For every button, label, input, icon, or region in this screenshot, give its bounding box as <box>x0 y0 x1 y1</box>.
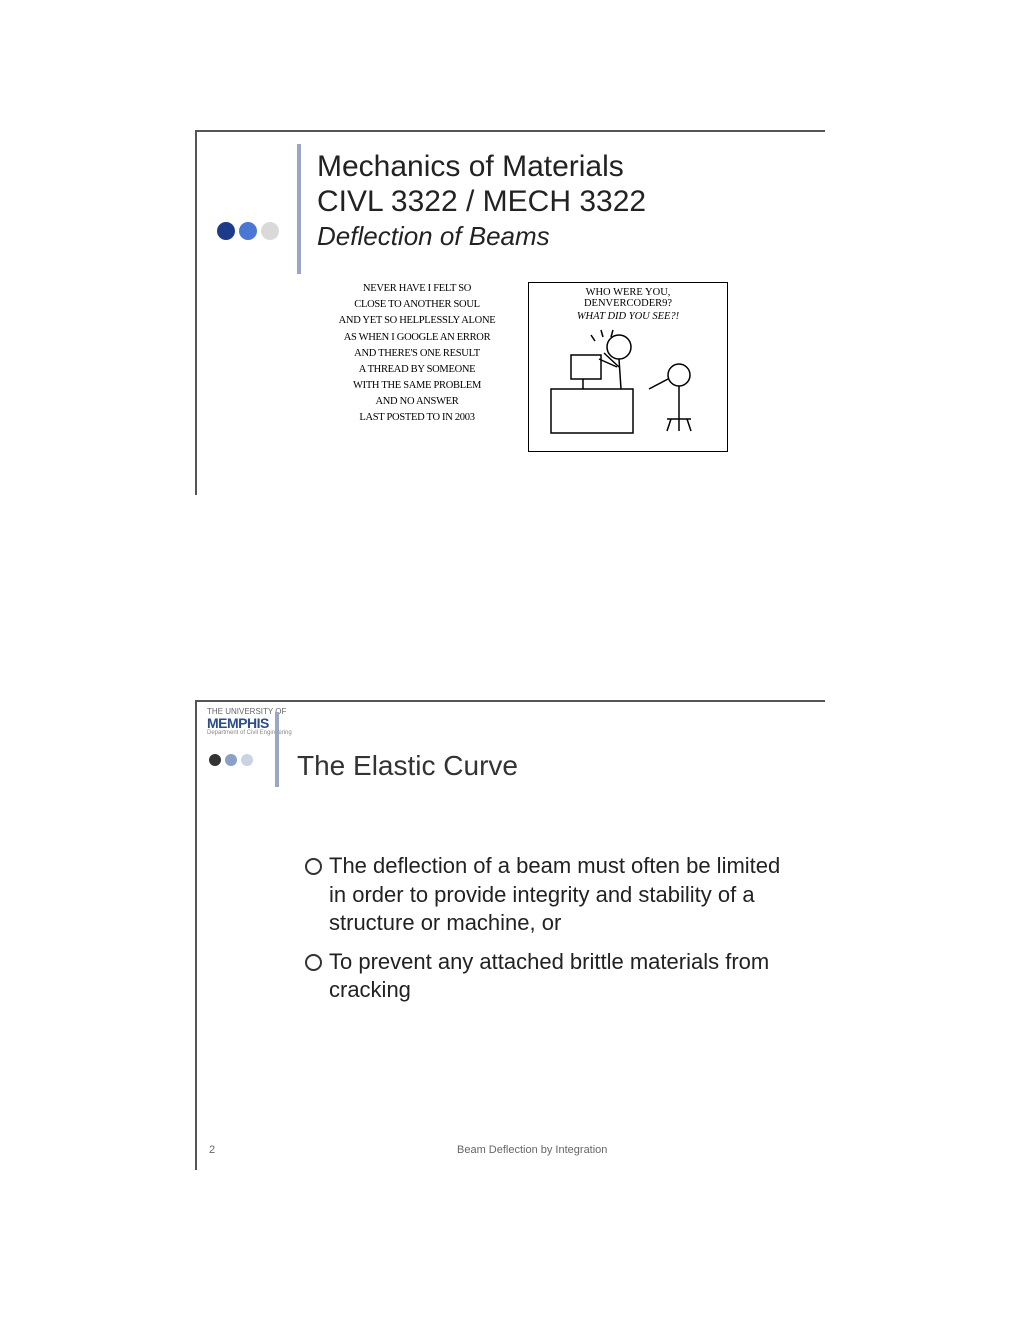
vertical-rule <box>275 712 279 787</box>
logo-main: MEMPHIS <box>207 716 292 730</box>
dot-icon <box>209 754 221 766</box>
comic-panel-line: DENVERCODER9? <box>535 298 721 309</box>
dot-icon <box>261 222 279 240</box>
slide-2: THE UNIVERSITY OF MEMPHIS Department of … <box>195 700 825 1170</box>
course-title-1: Mechanics of Materials <box>317 150 646 185</box>
bullet-item: To prevent any attached brittle material… <box>305 948 785 1005</box>
course-subtitle: Deflection of Beams <box>317 221 646 252</box>
dot-icon <box>239 222 257 240</box>
comic-line: CLOSE TO ANOTHER SOUL <box>312 298 522 312</box>
comic-line: AND YET SO HELPLESSLY ALONE <box>312 314 522 328</box>
comic-line: AS WHEN I GOOGLE AN ERROR <box>312 331 522 345</box>
bullet-dots <box>217 222 279 240</box>
dot-icon <box>217 222 235 240</box>
dot-icon <box>241 754 253 766</box>
logo-dept: Department of Civil Engineering <box>207 730 292 736</box>
comic: NEVER HAVE I FELT SO CLOSE TO ANOTHER SO… <box>312 282 728 452</box>
comic-line: WITH THE SAME PROBLEM <box>312 379 522 393</box>
vertical-rule <box>297 144 301 274</box>
comic-line: LAST POSTED TO IN 2003 <box>312 411 522 425</box>
comic-left-text: NEVER HAVE I FELT SO CLOSE TO ANOTHER SO… <box>312 282 522 428</box>
slide-1: Mechanics of Materials CIVL 3322 / MECH … <box>195 130 825 495</box>
page-number: 2 <box>209 1144 215 1156</box>
dot-icon <box>225 754 237 766</box>
footer-text: Beam Deflection by Integration <box>457 1144 607 1156</box>
bullet-item: The deflection of a beam must often be l… <box>305 852 785 938</box>
course-title-2: CIVL 3322 / MECH 3322 <box>317 185 646 220</box>
comic-line: A THREAD BY SOMEONE <box>312 363 522 377</box>
comic-line: NEVER HAVE I FELT SO <box>312 282 522 296</box>
bullet-dots <box>209 754 253 766</box>
title-block: Mechanics of Materials CIVL 3322 / MECH … <box>317 150 646 252</box>
bullet-list: The deflection of a beam must often be l… <box>305 852 785 1015</box>
university-logo: THE UNIVERSITY OF MEMPHIS Department of … <box>207 708 292 736</box>
comic-panel-line: WHO WERE YOU, <box>535 287 721 298</box>
stick-figure-icon <box>529 319 724 447</box>
comic-panel: WHO WERE YOU, DENVERCODER9? WHAT DID YOU… <box>528 282 728 452</box>
comic-line: AND NO ANSWER <box>312 395 522 409</box>
slide-title: The Elastic Curve <box>297 750 518 782</box>
comic-line: AND THERE'S ONE RESULT <box>312 347 522 361</box>
